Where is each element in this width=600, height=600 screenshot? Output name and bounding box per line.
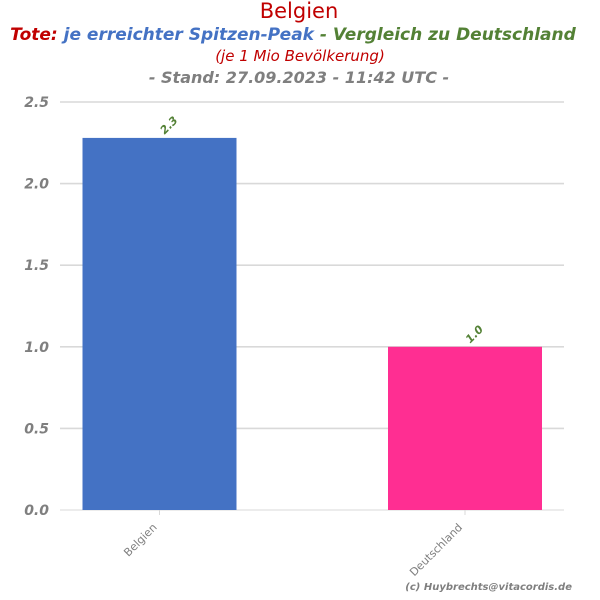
y-tick-label: 1.5 (24, 258, 49, 274)
subtitle-comparison: - Vergleich zu Deutschland (320, 25, 577, 45)
y-tick-label: 2.0 (24, 177, 49, 193)
y-tick-label: 1.0 (24, 340, 49, 356)
chart-date-stand: - Stand: 27.09.2023 - 11:42 UTC - (149, 68, 449, 87)
y-axis-ticks: 0.0 0.5 1.0 1.5 2.0 2.5 (24, 95, 49, 519)
chart-population-note: (je 1 Mio Bevölkerung) (215, 47, 385, 65)
y-tick-label: 0.0 (24, 503, 49, 519)
x-axis-ticks: Belgien Deutschland (121, 510, 466, 579)
bar (388, 346, 542, 510)
y-tick-label: 2.5 (24, 95, 49, 111)
y-tick-label: 0.5 (24, 421, 49, 437)
bars (82, 137, 542, 511)
chart-subtitle: Tote: je erreichter Spitzen-Peak - Vergl… (10, 25, 576, 45)
data-label: 1.0 (463, 323, 486, 346)
x-tick-label: Deutschland (407, 521, 465, 579)
data-label: 2.3 (158, 114, 181, 137)
x-tick-label: Belgien (121, 521, 159, 559)
bar (82, 137, 237, 511)
subtitle-metric: je erreichter Spitzen-Peak (61, 25, 316, 45)
subtitle-tote: Tote: (10, 25, 58, 45)
chart-title-country: Belgien (260, 0, 339, 23)
copyright-credit: (c) Huybrechts@vitacordis.de (405, 582, 572, 593)
